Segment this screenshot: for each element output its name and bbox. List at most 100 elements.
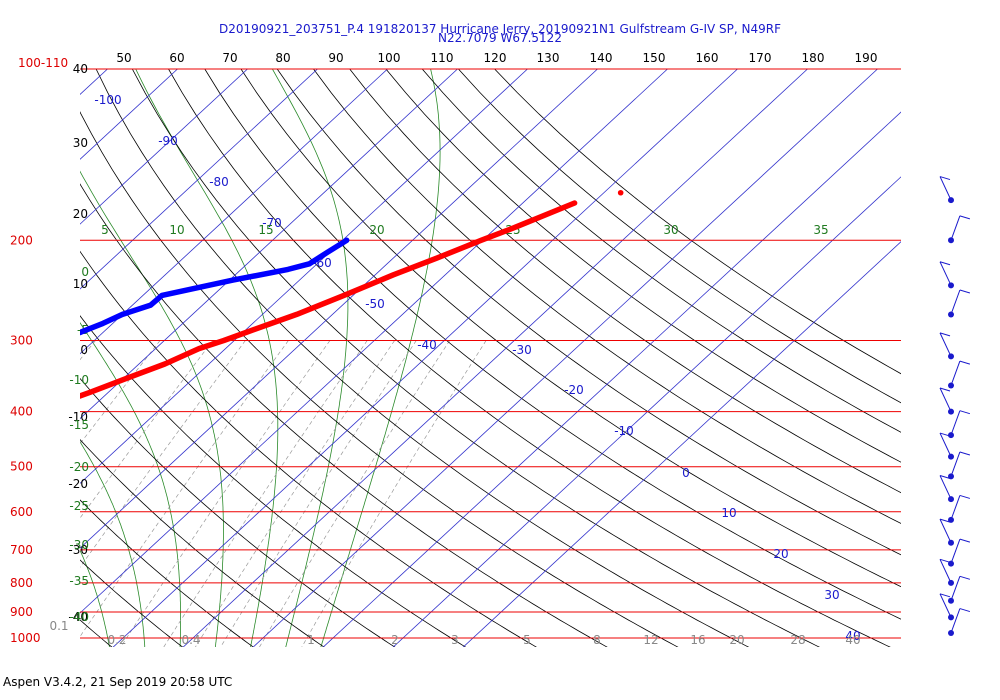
- chart-title-line2: N22.7079 W67.5122: [438, 31, 562, 45]
- theta-tick-90: 90: [328, 51, 343, 65]
- pressure-label-300: 300: [10, 333, 33, 347]
- pressure-label-900: 900: [10, 605, 33, 619]
- mixing-line-40: [301, 340, 487, 647]
- wind-barb-flag: [959, 289, 971, 294]
- pressure-label-500: 500: [10, 460, 33, 474]
- isotherm-label--10: -10: [614, 424, 634, 438]
- mixing-label-40: 40: [845, 633, 860, 647]
- temp-tick--10: -10: [68, 410, 88, 424]
- wind-barb: [948, 538, 971, 567]
- isotherm--20: [80, 69, 528, 484]
- dry-adiabats: [80, 69, 901, 647]
- moist-label-top-20: 20: [369, 223, 384, 237]
- mixing-label-12: 12: [643, 633, 658, 647]
- isotherm-label--100: -100: [94, 93, 121, 107]
- mixing-label-28: 28: [790, 633, 805, 647]
- wind-barb-flag: [959, 410, 971, 415]
- wind-barb: [939, 432, 954, 460]
- wind-barb-flag: [939, 261, 951, 266]
- temp-tick--30: -30: [68, 543, 88, 557]
- isotherm--70: [80, 69, 178, 160]
- temp-tick-0: 0: [80, 343, 88, 357]
- moist-label-left--15: -15: [69, 418, 89, 432]
- isotherm-label-30: 30: [824, 588, 839, 602]
- moist-label-top-15: 15: [258, 223, 273, 237]
- wind-barb: [939, 475, 954, 503]
- temp-tick-20: 20: [73, 207, 88, 221]
- moist-adiabat-5: [0, 81, 75, 650]
- theta-tick-120: 120: [484, 51, 507, 65]
- isotherm-label--90: -90: [158, 134, 178, 148]
- theta-tick-80: 80: [275, 51, 290, 65]
- isotherm--50: [80, 69, 318, 290]
- isotherm--80: [80, 69, 108, 96]
- wind-barb-staff: [939, 593, 952, 618]
- dry-adiabat-480: [494, 69, 901, 375]
- wind-barb-dot: [948, 539, 954, 546]
- mixing-label-0.1: 0.1: [49, 619, 68, 633]
- isotherm--10: [80, 69, 598, 549]
- mixing-label-5: 5: [523, 633, 531, 647]
- mixing-line-20: [220, 340, 417, 647]
- wind-barb-staff: [950, 608, 961, 634]
- wind-barb-staff: [939, 559, 952, 584]
- mixing-line-1: [80, 340, 161, 445]
- wind-barb-dot: [948, 353, 954, 360]
- isotherm-label--40: -40: [417, 338, 437, 352]
- theta-tick-100: 100: [378, 51, 401, 65]
- pressure-label-800: 800: [10, 576, 33, 590]
- wind-barb-flag: [959, 215, 971, 220]
- moist-label-left--25: -25: [69, 499, 89, 513]
- isotherm-label-40: 40: [845, 629, 860, 643]
- wind-barb-flag: [939, 593, 951, 598]
- dry-adiabat-450: [385, 69, 901, 463]
- wind-barb-dot: [948, 614, 954, 621]
- wind-barb: [948, 215, 971, 244]
- wind-barb: [948, 289, 971, 318]
- mixing-label-20: 20: [729, 633, 744, 647]
- wind-barb-flag: [959, 538, 971, 543]
- wind-barb-flag: [939, 475, 951, 480]
- moist-adiabat--5: [0, 134, 5, 650]
- wind-barb-dot: [948, 408, 954, 415]
- wind-barb-staff: [950, 410, 961, 436]
- wind-barb: [939, 518, 954, 546]
- wind-barb-staff: [939, 176, 952, 201]
- theta-tick-150: 150: [643, 51, 666, 65]
- pressure-label-200: 200: [10, 233, 33, 247]
- isotherm-60: [462, 241, 901, 647]
- mixing-line-3: [80, 340, 246, 568]
- dry-adiabat-280: [80, 619, 113, 647]
- pressure-label-400: 400: [10, 405, 33, 419]
- isotherm-label-10: 10: [721, 506, 736, 520]
- wind-barb-dot: [948, 496, 954, 503]
- wind-barb-dot: [948, 282, 954, 289]
- sounding-series: [80, 189, 624, 399]
- wind-barb: [948, 494, 971, 523]
- temperature-line: [80, 200, 578, 399]
- isotherm--90: [0, 69, 38, 650]
- isotherm-40: [322, 111, 901, 647]
- moist-label-left--40: -40: [69, 610, 89, 624]
- theta-tick-labels: 50 60 70 80 90 100 110 120 130 140 150 160 170 180 190: [116, 51, 877, 65]
- wind-barb-staff: [950, 576, 961, 601]
- isotherm-label--30: -30: [512, 343, 532, 357]
- dry-adiabat-300: [80, 499, 254, 647]
- wind-barb-flag: [959, 608, 971, 613]
- wind-barb-staff: [939, 387, 952, 412]
- mixing-line-0.2: [0, 341, 50, 651]
- wind-barb: [939, 261, 954, 289]
- wind-barb-staff: [939, 432, 952, 457]
- moist-label-top-10: 10: [169, 223, 184, 237]
- moist-label-top-5: 5: [101, 223, 109, 237]
- theta-tick-170: 170: [749, 51, 772, 65]
- wind-barb: [939, 558, 954, 586]
- theta-tick-140: 140: [590, 51, 613, 65]
- mixing-line-12: [163, 340, 368, 647]
- dry-adiabat-330: [80, 315, 467, 647]
- isotherm--60: [80, 69, 248, 225]
- isotherm-label-20: 20: [773, 547, 788, 561]
- wind-barb: [948, 410, 971, 439]
- wind-barb-flag: [959, 494, 971, 499]
- isolated-point: [617, 189, 624, 196]
